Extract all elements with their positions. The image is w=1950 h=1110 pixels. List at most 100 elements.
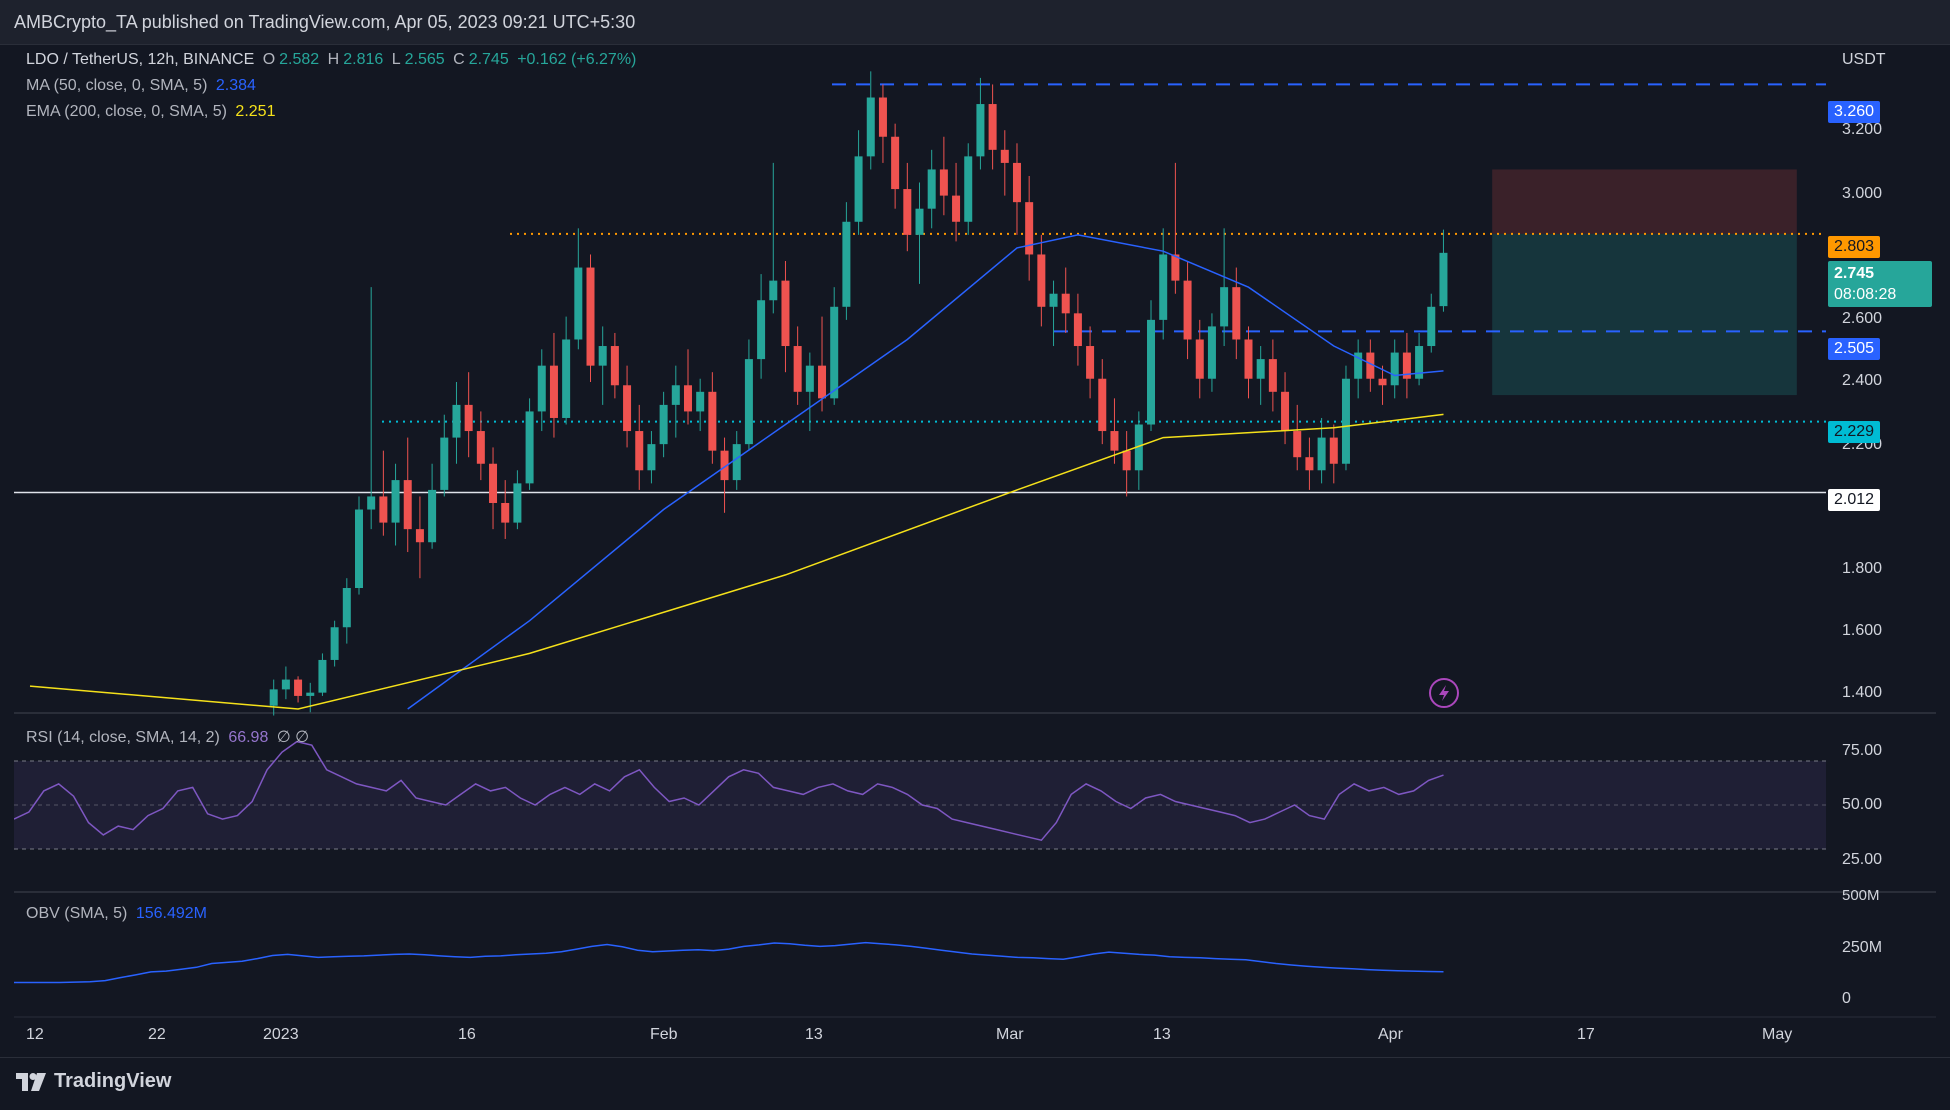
candle[interactable] (403, 437, 412, 553)
candle[interactable] (1000, 130, 1009, 196)
price-tag-mid[interactable]: 2.505 (1828, 338, 1881, 360)
candle[interactable] (476, 411, 485, 481)
candle[interactable] (1171, 162, 1180, 294)
candle[interactable] (354, 496, 363, 595)
candle[interactable] (1098, 359, 1107, 445)
candle[interactable] (489, 447, 498, 530)
candle[interactable] (1256, 346, 1265, 405)
candle[interactable] (537, 349, 546, 432)
candle[interactable] (294, 676, 303, 703)
candle[interactable] (623, 365, 632, 448)
rsi-line[interactable] (13, 740, 1444, 842)
chart-area[interactable]: LDO / TetherUS, 12h, BINANCE O 2.582 H 2.8… (13, 45, 1936, 1057)
candle[interactable] (1329, 424, 1338, 484)
candle[interactable] (1281, 372, 1290, 445)
candle[interactable] (1220, 228, 1229, 347)
candle[interactable] (854, 130, 863, 235)
candle[interactable] (1110, 398, 1119, 464)
candle[interactable] (1354, 339, 1363, 399)
candle[interactable] (1402, 332, 1411, 399)
obv-legend[interactable]: OBV (SMA, 5) 156.492M (26, 905, 211, 923)
candle[interactable] (598, 326, 607, 405)
candle[interactable] (1439, 229, 1448, 312)
candle[interactable] (1390, 339, 1399, 399)
price-tag-current[interactable]: 2.745 08:08:28 (1828, 261, 1932, 307)
candle[interactable] (501, 480, 510, 539)
candle[interactable] (1159, 228, 1168, 340)
candle[interactable] (1378, 365, 1387, 405)
candle[interactable] (1073, 293, 1082, 366)
candle[interactable] (318, 653, 327, 696)
position-target-zone[interactable] (1492, 233, 1797, 396)
candle[interactable] (1366, 339, 1375, 392)
candle[interactable] (1183, 261, 1192, 360)
chart-canvas[interactable] (13, 45, 1936, 1057)
candle[interactable] (1293, 404, 1302, 471)
candle[interactable] (976, 77, 985, 170)
price-tag-resistance[interactable]: 3.260 (1828, 101, 1881, 123)
candle[interactable] (1207, 313, 1216, 392)
candle[interactable] (1012, 143, 1021, 235)
candle[interactable] (1268, 339, 1277, 412)
candle[interactable] (1244, 326, 1253, 399)
candle[interactable] (635, 404, 644, 490)
candle[interactable] (744, 339, 753, 451)
candle[interactable] (562, 316, 571, 425)
candle[interactable] (1134, 411, 1143, 490)
candle[interactable] (525, 398, 534, 490)
candle[interactable] (964, 143, 973, 235)
candle[interactable] (878, 84, 887, 163)
candle[interactable] (464, 372, 473, 458)
position-stop-zone[interactable] (1492, 169, 1797, 234)
candle[interactable] (842, 202, 851, 320)
candle[interactable] (1427, 293, 1436, 353)
candle[interactable] (988, 84, 997, 170)
candle[interactable] (915, 182, 924, 284)
candle[interactable] (1305, 437, 1314, 490)
candle[interactable] (939, 136, 948, 216)
candle[interactable] (1086, 326, 1095, 399)
candle[interactable] (805, 352, 814, 432)
candle[interactable] (379, 450, 388, 536)
candle[interactable] (671, 365, 680, 438)
candle[interactable] (708, 372, 717, 464)
price-tag-support[interactable]: 2.229 (1828, 421, 1881, 443)
candle[interactable] (1341, 365, 1350, 471)
ma-legend[interactable]: MA (50, close, 0, SMA, 5) 2.384 (26, 77, 260, 95)
candle[interactable] (1049, 280, 1058, 347)
candle[interactable] (757, 274, 766, 379)
candle[interactable] (342, 578, 351, 644)
ema-200-line[interactable] (29, 413, 1444, 710)
candle[interactable] (281, 666, 290, 700)
candle[interactable] (659, 391, 668, 458)
candle[interactable] (1037, 234, 1046, 327)
candle[interactable] (391, 463, 400, 546)
candle[interactable] (452, 382, 461, 464)
candle[interactable] (306, 682, 315, 713)
rsi-legend[interactable]: RSI (14, close, SMA, 14, 2) 66.98 ∅ ∅ (26, 727, 313, 747)
candle[interactable] (1415, 332, 1424, 386)
price-tag-low[interactable]: 2.012 (1828, 489, 1881, 511)
ma-50-line[interactable] (407, 234, 1444, 710)
candle[interactable] (866, 71, 875, 170)
candle[interactable] (927, 149, 936, 229)
candle[interactable] (1147, 300, 1156, 432)
candle[interactable] (818, 316, 827, 412)
candle[interactable] (330, 620, 339, 667)
candle[interactable] (1025, 175, 1034, 281)
candle[interactable] (647, 431, 656, 484)
candle[interactable] (720, 437, 729, 513)
candle[interactable] (367, 287, 376, 530)
candle[interactable] (610, 332, 619, 399)
candle[interactable] (574, 228, 583, 350)
candle[interactable] (269, 679, 278, 716)
candle[interactable] (891, 123, 900, 209)
candle[interactable] (1195, 319, 1204, 399)
candlestick-series[interactable] (269, 71, 1448, 716)
candle[interactable] (903, 162, 912, 252)
ema-legend[interactable]: EMA (200, close, 0, SMA, 5) 2.251 (26, 103, 279, 121)
candle[interactable] (513, 470, 522, 530)
lightning-icon[interactable] (1429, 678, 1459, 708)
candle[interactable] (769, 162, 778, 314)
candle[interactable] (586, 254, 595, 382)
